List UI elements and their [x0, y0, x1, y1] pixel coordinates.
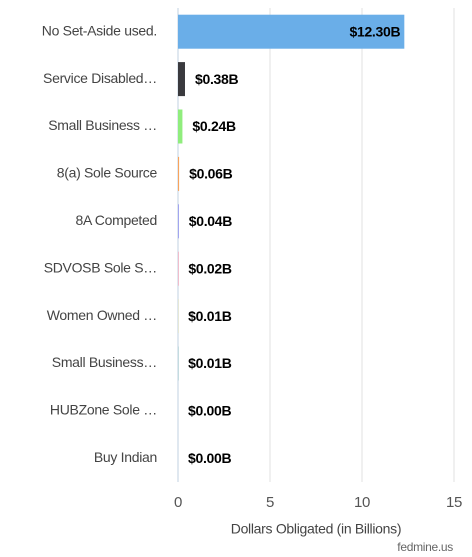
y-tick-label: No Set-Aside used. — [42, 22, 157, 38]
data-label: $12.30B — [349, 23, 400, 39]
x-tick-label: 5 — [266, 494, 274, 511]
x-axis-title: Dollars Obligated (in Billions) — [231, 521, 401, 537]
y-tick-label: HUBZone Sole … — [50, 402, 157, 418]
data-label: $0.24B — [192, 118, 236, 134]
data-label: $0.01B — [188, 355, 232, 371]
bar — [178, 109, 183, 144]
bar — [178, 204, 179, 239]
data-label: $0.06B — [189, 166, 233, 182]
y-tick-label: 8(a) Sole Source — [57, 165, 158, 181]
data-label: $0.02B — [188, 260, 232, 276]
credit: fedmine.us — [397, 540, 453, 554]
x-tick-label: 0 — [174, 494, 182, 511]
data-label: $0.38B — [195, 71, 239, 87]
x-tick-label: 15 — [446, 494, 462, 511]
y-tick-label: SDVOSB Sole S… — [44, 259, 157, 275]
bar — [178, 156, 180, 191]
data-label: $0.04B — [189, 213, 233, 229]
data-label: $0.00B — [188, 450, 232, 466]
bar — [178, 62, 185, 97]
y-tick-label: Women Owned … — [47, 307, 157, 323]
y-tick-label: Small Business… — [52, 354, 157, 370]
y-tick-label: Small Business … — [48, 117, 157, 133]
x-tick-label: 10 — [354, 494, 370, 511]
data-label: $0.00B — [188, 403, 232, 419]
y-tick-label: Service Disabled… — [43, 70, 157, 86]
y-tick-label: Buy Indian — [94, 449, 157, 465]
bar — [178, 14, 405, 49]
y-tick-label: 8A Competed — [75, 212, 157, 228]
data-label: $0.01B — [188, 308, 232, 324]
